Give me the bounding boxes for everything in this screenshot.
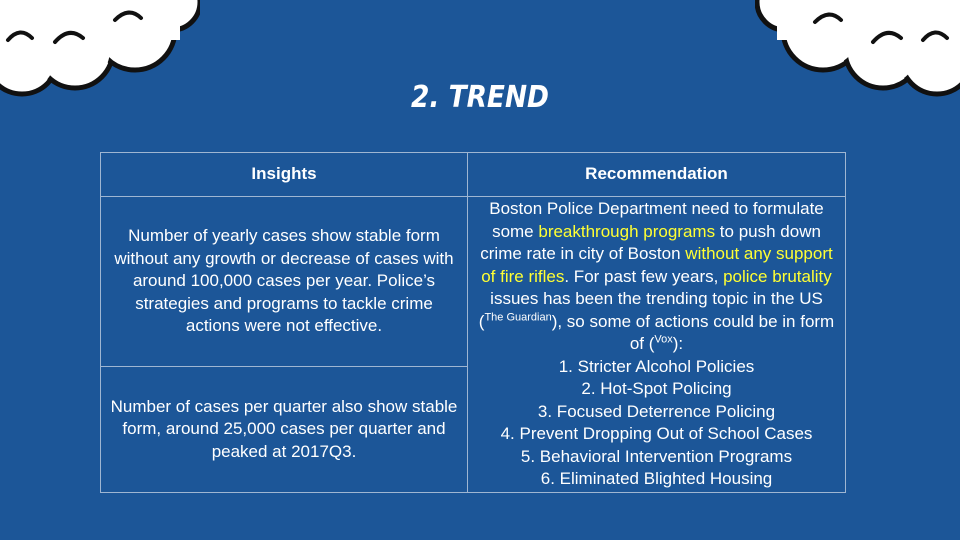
insights-header: Insights [100, 152, 468, 197]
action-item: 2. Hot-Spot Policing [581, 379, 732, 399]
source-vox: Vox [654, 333, 673, 346]
insights-table: Insights Recommendation Number of yearly… [100, 152, 846, 493]
cloud-left-icon [0, 0, 200, 97]
action-item: 4. Prevent Dropping Out of School Cases [500, 424, 813, 444]
action-item: 3. Focused Deterrence Policing [537, 401, 776, 421]
insight-yearly-cell: Number of yearly cases show stable form … [100, 196, 468, 367]
rec-text-4: issues has been the trending topic in th… [478, 289, 823, 331]
action-item: 6. Eliminated Blighted Housing [540, 469, 773, 489]
table-row: Number of yearly cases show stable form … [100, 196, 846, 493]
table-header-row: Insights Recommendation [100, 152, 846, 197]
rec-highlight-fire-rifles: without any support of fire rifles [481, 244, 833, 286]
recommendation-header: Recommendation [467, 152, 846, 197]
action-item: 5. Behavioral Intervention Programs [520, 446, 793, 466]
action-item: 1. Stricter Alcohol Policies [558, 356, 755, 376]
rec-text-5: ), so some of actions could be in form o… [551, 311, 835, 354]
table-row: Number of cases per quarter also show st… [100, 366, 846, 493]
rec-highlight-police-brutality: police brutality [723, 266, 832, 286]
slide-title: 2. Trend [411, 80, 549, 115]
rec-highlight-breakthrough: breakthrough programs [538, 221, 716, 241]
rec-text-6: ): [672, 334, 684, 354]
recommendation-cell: Boston Police Department need to formula… [467, 196, 846, 493]
rec-text-1: Boston Police Department need to formula… [489, 199, 824, 241]
rec-text-2: to push down crime rate in city of Bosto… [480, 221, 821, 264]
cloud-right-icon [755, 0, 960, 97]
source-guardian: The Guardian [484, 311, 552, 324]
rec-text-3: . For past few years, [564, 266, 724, 286]
insight-quarterly-cell: Number of cases per quarter also show st… [100, 366, 468, 493]
